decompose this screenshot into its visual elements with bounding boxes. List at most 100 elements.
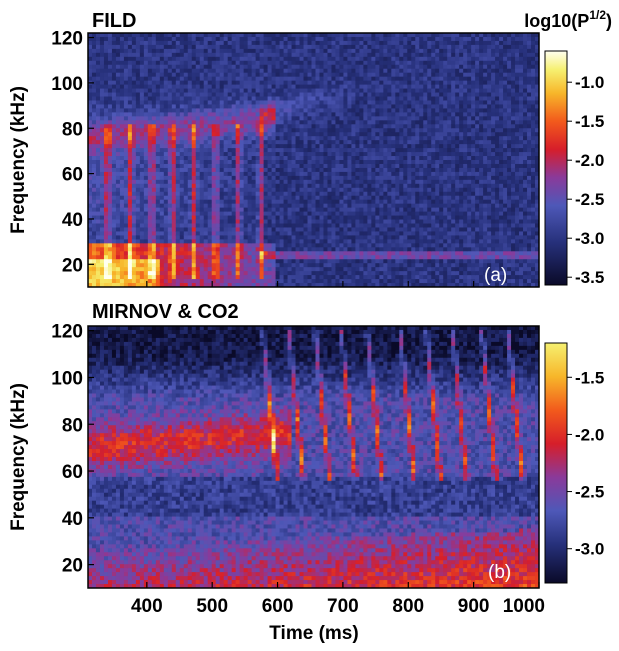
heat-cell-a: [279, 247, 285, 252]
heat-cell-a: [163, 116, 169, 121]
heat-cell-a: [243, 104, 249, 110]
heat-cell-a: [267, 259, 273, 264]
heat-cell-a: [107, 112, 113, 117]
heat-cell-a: [275, 136, 281, 141]
heat-cell-a: [395, 267, 400, 272]
heat-cell-a: [103, 112, 109, 117]
heat-cell-a: [151, 84, 157, 90]
heat-cell-a: [363, 259, 368, 264]
heat-cell-a: [131, 112, 137, 117]
heat-cell-a: [279, 283, 285, 287]
heat-cell-a: [171, 251, 177, 256]
heat-cell-a: [231, 108, 237, 113]
heat-cell-a: [367, 52, 372, 58]
heat-cell-a: [339, 52, 345, 58]
heat-cell-a: [183, 239, 189, 244]
heat-cell-a: [259, 84, 265, 90]
heat-cell-a: [127, 187, 133, 193]
heat-cell-a: [163, 84, 169, 90]
heat-cell-a: [103, 167, 109, 173]
heat-cell-a: [347, 140, 353, 145]
heat-cell-a: [323, 219, 329, 225]
heat-cell-a: [259, 88, 265, 94]
heat-cell-a: [119, 243, 125, 248]
heat-cell-a: [351, 132, 357, 137]
heat-cell-a: [271, 215, 277, 221]
heat-cell-a: [275, 33, 281, 38]
heat-cell-a: [367, 56, 372, 62]
heat-cell-a: [88, 33, 93, 38]
heat-cell-a: [155, 152, 161, 157]
heat-cell-a: [127, 52, 133, 58]
heat-cell-a: [135, 179, 141, 185]
heat-cell-a: [303, 247, 309, 252]
heat-cell-a: [375, 56, 380, 62]
heat-cell-a: [175, 267, 181, 272]
heat-cell-a: [179, 183, 185, 189]
heat-cell-a: [379, 207, 384, 213]
heat-cell-a: [367, 279, 372, 284]
heat-cell-a: [215, 251, 221, 256]
heat-cell-a: [111, 160, 117, 165]
heat-cell-a: [291, 259, 297, 264]
heat-cell-a: [279, 207, 285, 213]
heat-cell-a: [88, 187, 93, 193]
heat-cell-a: [167, 156, 173, 161]
heat-cell-a: [263, 124, 269, 129]
heat-cell-a: [207, 156, 213, 161]
heat-cell-a: [315, 92, 321, 98]
heat-cell-a: [323, 243, 329, 248]
heat-cell-a: [159, 279, 165, 284]
heat-cell-a: [303, 88, 309, 94]
heat-cell-a: [347, 60, 353, 66]
heat-cell-a: [379, 235, 384, 240]
heat-cell-a: [347, 80, 353, 86]
heat-cell-a: [195, 124, 201, 129]
heat-cell-a: [251, 183, 257, 189]
heat-cell-a: [187, 223, 193, 229]
heat-cell-a: [103, 235, 109, 240]
heat-cell-a: [295, 148, 301, 153]
heat-cell-a: [263, 116, 269, 121]
heat-cell-a: [247, 219, 253, 225]
heat-cell-a: [179, 140, 185, 145]
heat-cell-a: [363, 92, 368, 98]
heat-cell-a: [331, 100, 337, 106]
heat-cell-a: [335, 140, 341, 145]
heat-cell-a: [215, 60, 221, 66]
heat-cell-a: [99, 183, 105, 189]
heat-cell-a: [331, 211, 337, 217]
heat-cell-a: [119, 144, 125, 149]
heat-cell-a: [267, 243, 273, 248]
heat-cell-a: [131, 68, 137, 74]
heat-cell-a: [387, 40, 392, 46]
heat-cell-a: [367, 251, 372, 256]
heat-cell-a: [199, 140, 205, 145]
heat-cell-a: [88, 195, 93, 201]
heat-cell-a: [183, 183, 189, 189]
heat-cell-a: [263, 239, 269, 244]
heat-cell-a: [315, 203, 321, 209]
heat-cell-a: [183, 72, 189, 78]
heat-cell-a: [327, 271, 333, 276]
heat-cell-a: [95, 267, 101, 272]
heat-cell-a: [143, 120, 149, 125]
heat-cell-a: [371, 84, 376, 90]
heat-cell-a: [88, 36, 93, 42]
heat-cell-a: [123, 263, 129, 268]
heat-cell-a: [355, 187, 360, 193]
heat-cell-a: [343, 108, 349, 113]
heat-cell-a: [343, 167, 349, 173]
heat-cell-a: [283, 40, 289, 46]
heat-cell-a: [311, 283, 317, 287]
heat-cell-a: [235, 183, 241, 189]
heat-cell-a: [247, 33, 253, 38]
heat-cell-a: [95, 219, 101, 225]
heat-cell-a: [203, 160, 209, 165]
heat-cell-a: [303, 108, 309, 113]
heat-cell-a: [247, 92, 253, 98]
heat-cell-a: [227, 215, 233, 221]
heat-cell-a: [267, 203, 273, 209]
heat-cell-a: [371, 215, 376, 221]
heat-cell-a: [259, 36, 265, 42]
